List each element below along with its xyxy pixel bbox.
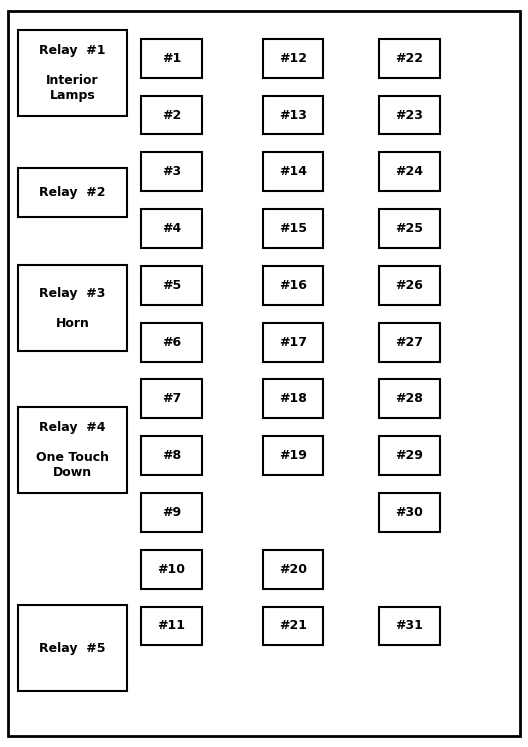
Bar	[379, 323, 440, 362]
Text: Relay  #4

One Touch
Down: Relay #4 One Touch Down	[36, 421, 109, 479]
Text: #6: #6	[162, 335, 181, 349]
Bar	[18, 605, 127, 691]
Text: #7: #7	[162, 392, 181, 406]
Bar	[142, 550, 202, 589]
Text: #20: #20	[279, 562, 307, 576]
Bar	[379, 96, 440, 134]
Text: #17: #17	[279, 335, 307, 349]
Text: #27: #27	[395, 335, 423, 349]
Text: #25: #25	[395, 222, 423, 235]
Text: Relay  #3

Horn: Relay #3 Horn	[40, 287, 106, 329]
Bar	[379, 152, 440, 191]
Text: Relay  #2: Relay #2	[40, 186, 106, 199]
Bar	[263, 607, 323, 645]
Text: #1: #1	[162, 52, 181, 65]
Bar	[263, 96, 323, 134]
Bar	[142, 266, 202, 305]
Bar	[142, 493, 202, 532]
Text: Relay  #1

Interior
Lamps: Relay #1 Interior Lamps	[40, 44, 106, 102]
Bar	[379, 607, 440, 645]
Bar	[18, 168, 127, 217]
Bar	[379, 266, 440, 305]
Text: #8: #8	[162, 449, 181, 462]
Text: #21: #21	[279, 619, 307, 633]
Text: #26: #26	[395, 279, 423, 292]
Bar	[263, 436, 323, 475]
Bar	[142, 96, 202, 134]
Bar	[263, 209, 323, 248]
Bar	[379, 436, 440, 475]
Bar	[379, 493, 440, 532]
Text: Relay  #5: Relay #5	[40, 642, 106, 654]
Text: #28: #28	[395, 392, 423, 406]
Text: #24: #24	[395, 165, 423, 179]
Bar	[18, 30, 127, 116]
Text: #30: #30	[395, 506, 423, 519]
Text: #10: #10	[157, 562, 186, 576]
Text: #11: #11	[157, 619, 186, 633]
Bar	[142, 379, 202, 418]
Bar	[142, 39, 202, 78]
Text: #16: #16	[279, 279, 307, 292]
Bar	[263, 379, 323, 418]
Bar	[263, 152, 323, 191]
Text: #19: #19	[279, 449, 307, 462]
Text: #22: #22	[395, 52, 423, 65]
Text: #5: #5	[162, 279, 181, 292]
Bar	[263, 39, 323, 78]
Text: #12: #12	[279, 52, 307, 65]
Text: #31: #31	[395, 619, 423, 633]
Bar	[263, 550, 323, 589]
Text: #29: #29	[395, 449, 423, 462]
Text: #18: #18	[279, 392, 307, 406]
Text: #15: #15	[279, 222, 307, 235]
Bar	[379, 379, 440, 418]
Bar	[379, 39, 440, 78]
Bar	[142, 209, 202, 248]
Text: #3: #3	[162, 165, 181, 179]
Text: #14: #14	[279, 165, 307, 179]
Bar	[379, 209, 440, 248]
Text: #4: #4	[162, 222, 181, 235]
Bar	[263, 266, 323, 305]
Bar	[142, 436, 202, 475]
Bar	[142, 152, 202, 191]
Text: #23: #23	[395, 108, 423, 122]
Bar	[18, 265, 127, 351]
Text: #9: #9	[162, 506, 181, 519]
Text: #2: #2	[162, 108, 181, 122]
Text: #13: #13	[279, 108, 307, 122]
Bar	[18, 407, 127, 493]
Bar	[142, 607, 202, 645]
Bar	[263, 323, 323, 362]
Bar	[142, 323, 202, 362]
